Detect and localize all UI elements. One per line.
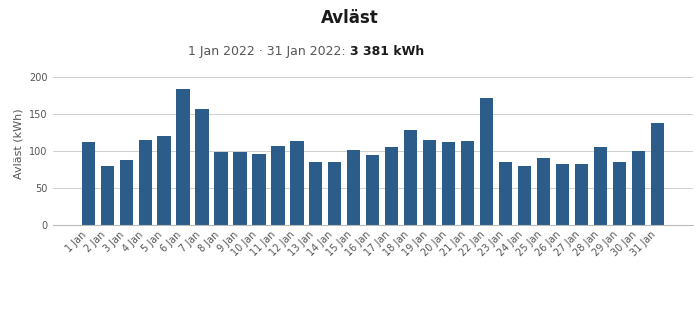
Bar <box>309 162 323 225</box>
Text: 1 Jan 2022 · 31 Jan 2022:: 1 Jan 2022 · 31 Jan 2022: <box>188 45 350 58</box>
Bar <box>120 160 133 225</box>
Bar <box>252 154 265 225</box>
Bar <box>214 152 228 225</box>
Bar <box>233 152 246 225</box>
Bar <box>176 89 190 225</box>
Bar <box>575 164 588 225</box>
Bar <box>480 98 494 225</box>
Bar <box>328 162 342 225</box>
Y-axis label: Avläst (kWh): Avläst (kWh) <box>13 108 24 179</box>
Bar <box>82 142 95 225</box>
Bar <box>537 158 550 225</box>
Bar <box>272 146 285 225</box>
Bar <box>385 147 398 225</box>
Bar <box>499 162 512 225</box>
Bar <box>404 130 417 225</box>
Bar <box>101 166 114 225</box>
Text: 3 381 kWh: 3 381 kWh <box>350 45 424 58</box>
Bar <box>139 140 152 225</box>
Bar <box>612 162 626 225</box>
Bar <box>594 147 607 225</box>
Text: Avläst: Avläst <box>321 9 379 27</box>
Bar <box>366 155 379 225</box>
Bar <box>195 109 209 225</box>
Bar <box>442 142 455 225</box>
Bar <box>650 123 664 225</box>
Bar <box>631 151 645 225</box>
Bar <box>347 150 360 225</box>
Bar <box>461 141 474 225</box>
Bar <box>518 166 531 225</box>
Bar <box>423 140 436 225</box>
Bar <box>556 164 569 225</box>
Bar <box>158 136 171 225</box>
Bar <box>290 141 304 225</box>
